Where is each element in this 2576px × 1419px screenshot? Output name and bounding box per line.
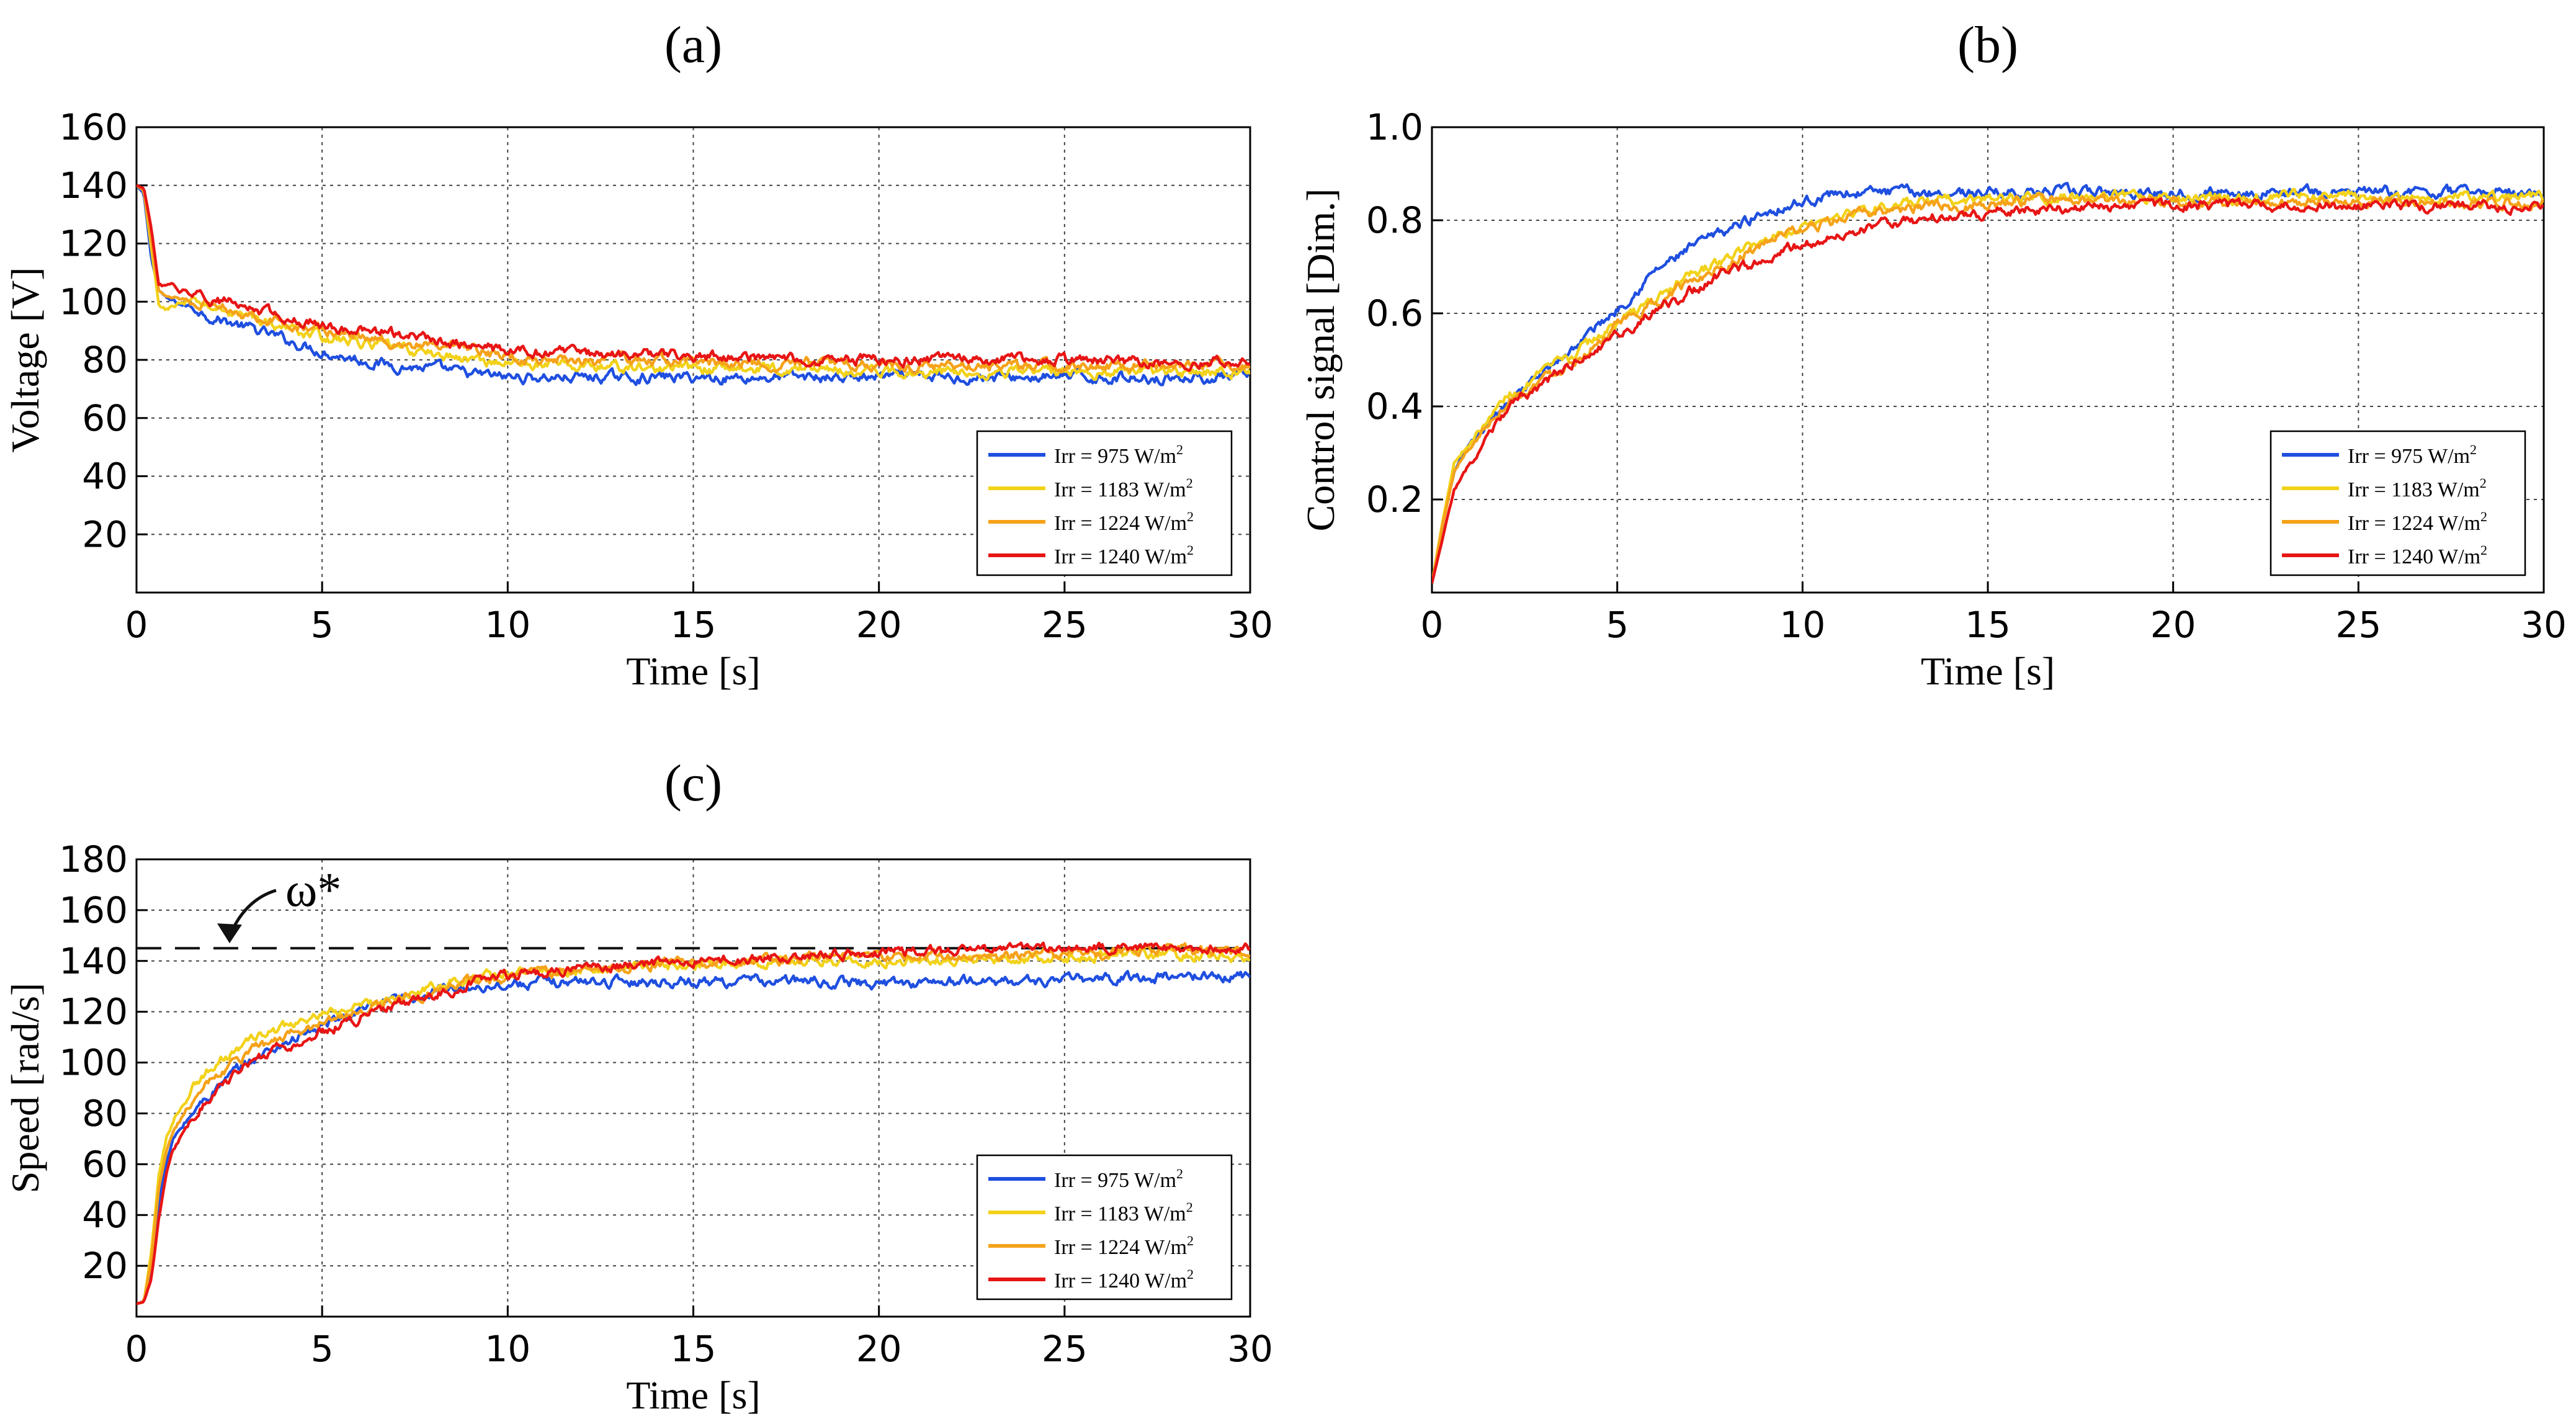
y-tick-label: 160 [59, 889, 128, 931]
x-tick-label: 20 [856, 1328, 902, 1370]
y-tick-label: 20 [82, 513, 128, 555]
x-tick-label: 0 [125, 1328, 148, 1370]
y-tick-label: 60 [82, 1143, 128, 1185]
x-axis-label-b: Time [s] [1921, 649, 2055, 693]
y-tick-label: 100 [59, 280, 128, 323]
legend-label: Irr = 1183 W/m2 [1054, 1199, 1193, 1225]
y-tick-label: 120 [59, 223, 128, 265]
panel-a: (a) 0 5 10 15 20 25 30 20 40 60 80 100 120 140 160 Time … [3, 16, 1273, 693]
x-tick-label: 30 [1227, 604, 1273, 646]
series-line-c-3 [136, 941, 1250, 1305]
legend-label: Irr = 975 W/m2 [1054, 442, 1183, 468]
legend-b: Irr = 975 W/m2 Irr = 1183 W/m2 Irr = 1224 … [2270, 430, 2526, 576]
panel-b: (b) 0 5 10 15 20 25 30 0.2 0.4 0.6 0.8 1.0 Time [s] Co… [1299, 16, 2567, 693]
panel-title-a: (a) [664, 16, 722, 74]
x-tick-label: 20 [856, 604, 902, 646]
series-line-a-1 [136, 184, 1250, 382]
legend-label: Irr = 975 W/m2 [2348, 442, 2477, 468]
series-line-b-0 [1432, 182, 2544, 584]
y-axis-label-a: Voltage [V] [3, 267, 47, 452]
legend-label: Irr = 1240 W/m2 [1054, 1266, 1194, 1292]
x-tick-label: 0 [125, 604, 148, 646]
legend-label: Irr = 1240 W/m2 [2348, 542, 2487, 568]
x-tick-label: 10 [485, 604, 530, 646]
y-tick-label: 40 [82, 455, 128, 498]
series-line-a-2 [136, 184, 1250, 375]
legend-label: Irr = 1224 W/m2 [2348, 509, 2487, 535]
series-line-a-3 [136, 184, 1250, 372]
x-tick-label: 5 [311, 604, 334, 646]
x-tick-label: 0 [1421, 604, 1444, 646]
y-tick-label: 20 [82, 1245, 128, 1287]
y-axis-label-b: Control signal [Dim.] [1299, 189, 1343, 532]
reference-label-omega: ω* [285, 862, 341, 916]
legend-a: Irr = 975 W/m2 Irr = 1183 W/m2 Irr = 1224 … [976, 430, 1233, 576]
series-line-b-2 [1432, 192, 2544, 584]
y-tick-label: 80 [82, 339, 128, 381]
x-tick-label: 30 [1227, 1328, 1273, 1370]
legend-label: Irr = 1183 W/m2 [2348, 475, 2487, 501]
y-tick-label: 100 [59, 1042, 128, 1084]
y-tick-label: 40 [82, 1194, 128, 1236]
x-tick-label: 5 [311, 1328, 334, 1370]
reference-arrow-head [217, 923, 242, 944]
x-tick-label: 15 [671, 1328, 717, 1370]
x-tick-label: 15 [671, 604, 717, 646]
y-tick-label: 180 [59, 838, 128, 880]
legend-c: Irr = 975 W/m2 Irr = 1183 W/m2 Irr = 1224 … [976, 1154, 1233, 1300]
x-axis-label-a: Time [s] [626, 649, 760, 693]
grid-c [136, 859, 1250, 1317]
series-line-b-1 [1432, 187, 2544, 584]
y-tick-label: 140 [59, 940, 128, 982]
series-line-a-0 [136, 184, 1250, 387]
y-tick-label: 60 [82, 397, 128, 439]
panel-title-c: (c) [664, 754, 722, 812]
y-tick-label: 120 [59, 991, 128, 1033]
legend-label: Irr = 1240 W/m2 [1054, 542, 1194, 568]
x-tick-label: 10 [485, 1328, 530, 1370]
x-tick-label: 25 [2335, 604, 2381, 646]
legend-label: Irr = 975 W/m2 [1054, 1166, 1183, 1192]
x-tick-label: 30 [2521, 604, 2567, 646]
y-axis-label-c: Speed [rad/s] [3, 983, 47, 1193]
y-tick-label: 0.6 [1366, 292, 1423, 334]
x-tick-label: 10 [1779, 604, 1825, 646]
panel-c: (c) 0 5 10 15 20 25 30 20 40 60 80 100 120 140 160 180 Ti… [3, 754, 1273, 1417]
panel-title-b: (b) [1957, 16, 2018, 74]
series-line-b-3 [1432, 197, 2544, 584]
x-axis-label-c: Time [s] [626, 1373, 760, 1417]
y-tick-label: 0.8 [1366, 199, 1423, 241]
x-tick-label: 25 [1042, 604, 1088, 646]
y-tick-label: 140 [59, 164, 128, 207]
legend-label: Irr = 1224 W/m2 [1054, 1233, 1194, 1259]
y-tick-label: 0.4 [1366, 385, 1423, 427]
y-tick-label: 1.0 [1366, 106, 1423, 148]
y-tick-label: 160 [59, 106, 128, 148]
x-tick-label: 25 [1042, 1328, 1088, 1370]
y-tick-label: 0.2 [1366, 478, 1423, 521]
x-tick-label: 15 [1965, 604, 2011, 646]
legend-label: Irr = 1183 W/m2 [1054, 475, 1193, 501]
series-line-c-2 [136, 942, 1250, 1305]
x-tick-label: 5 [1606, 604, 1629, 646]
legend-label: Irr = 1224 W/m2 [1054, 509, 1194, 535]
y-tick-label: 80 [82, 1092, 128, 1134]
x-tick-label: 20 [2150, 604, 2196, 646]
